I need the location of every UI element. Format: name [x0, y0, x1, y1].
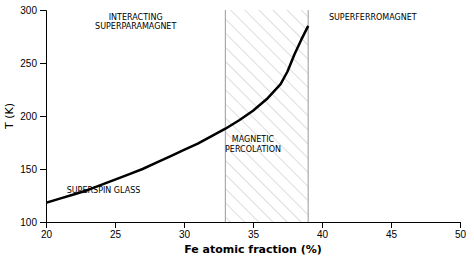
- tick-mark: [253, 222, 254, 228]
- tick: 50: [455, 222, 467, 240]
- tick-mark: [460, 222, 461, 228]
- axis-line: [40, 11, 47, 223]
- tick: 100: [20, 217, 46, 228]
- tick-label: 40: [317, 229, 329, 240]
- tick-label: 25: [110, 229, 122, 240]
- tick-mark: [391, 222, 392, 228]
- y-axis: 100 150 200 250 300: [20, 5, 46, 228]
- annotations: INTERACTINGSUPERPARAMAGNETSUPERSPIN GLAS…: [67, 13, 417, 195]
- boundary-line: [308, 10, 309, 222]
- annotation: PERCOLATION: [225, 145, 281, 154]
- marks: [46, 10, 308, 222]
- annotation: MAGNETIC: [232, 135, 275, 144]
- tick-label: 50: [455, 229, 467, 240]
- tick-mark: [40, 169, 46, 170]
- tick: 150: [20, 164, 46, 175]
- tick: 25: [110, 222, 122, 240]
- tick-mark: [115, 222, 116, 228]
- tick-label: 150: [20, 164, 37, 175]
- tick-mark: [40, 63, 46, 64]
- tick-mark: [184, 222, 185, 228]
- annotation: SUPERFERROMAGNET: [329, 13, 417, 22]
- tick: 20: [41, 222, 53, 240]
- tick-label: 200: [20, 111, 37, 122]
- tick-label: 250: [20, 58, 37, 69]
- tick-label: 20: [41, 229, 53, 240]
- x-axis: 20 25 30 35 40 45 50: [41, 222, 467, 240]
- tick: 35: [248, 222, 260, 240]
- tick: 30: [179, 222, 191, 240]
- annotation: SUPERSPIN GLASS: [67, 186, 141, 195]
- tick-label: 35: [248, 229, 260, 240]
- chart: 20 25 30 35 40 45 50 100 150 200 250 300 INTERACTING…: [0, 0, 474, 258]
- tick: 300: [20, 5, 46, 16]
- tick: 250: [20, 58, 46, 69]
- plot: 20 25 30 35 40 45 50 100 150 200 250 300 INTERACTING…: [20, 5, 466, 240]
- x-axis-title: Fe atomic fraction (%): [184, 243, 322, 256]
- tick: 40: [317, 222, 329, 240]
- boundary-line: [225, 10, 226, 222]
- tick: 45: [386, 222, 398, 240]
- tick-label: 30: [179, 229, 191, 240]
- tick-mark: [40, 222, 46, 223]
- tick-label: 100: [20, 217, 37, 228]
- hatch-band: [225, 10, 308, 222]
- curve: [46, 26, 308, 203]
- annotation: SUPERPARAMAGNET: [95, 22, 176, 31]
- tick-label: 300: [20, 5, 37, 16]
- tick-mark: [40, 10, 46, 11]
- axis-line: [47, 223, 461, 229]
- tick-label: 45: [386, 229, 398, 240]
- tick: 200: [20, 111, 46, 122]
- tick-mark: [322, 222, 323, 228]
- tick-mark: [40, 116, 46, 117]
- y-axis-title: T (K): [3, 103, 16, 130]
